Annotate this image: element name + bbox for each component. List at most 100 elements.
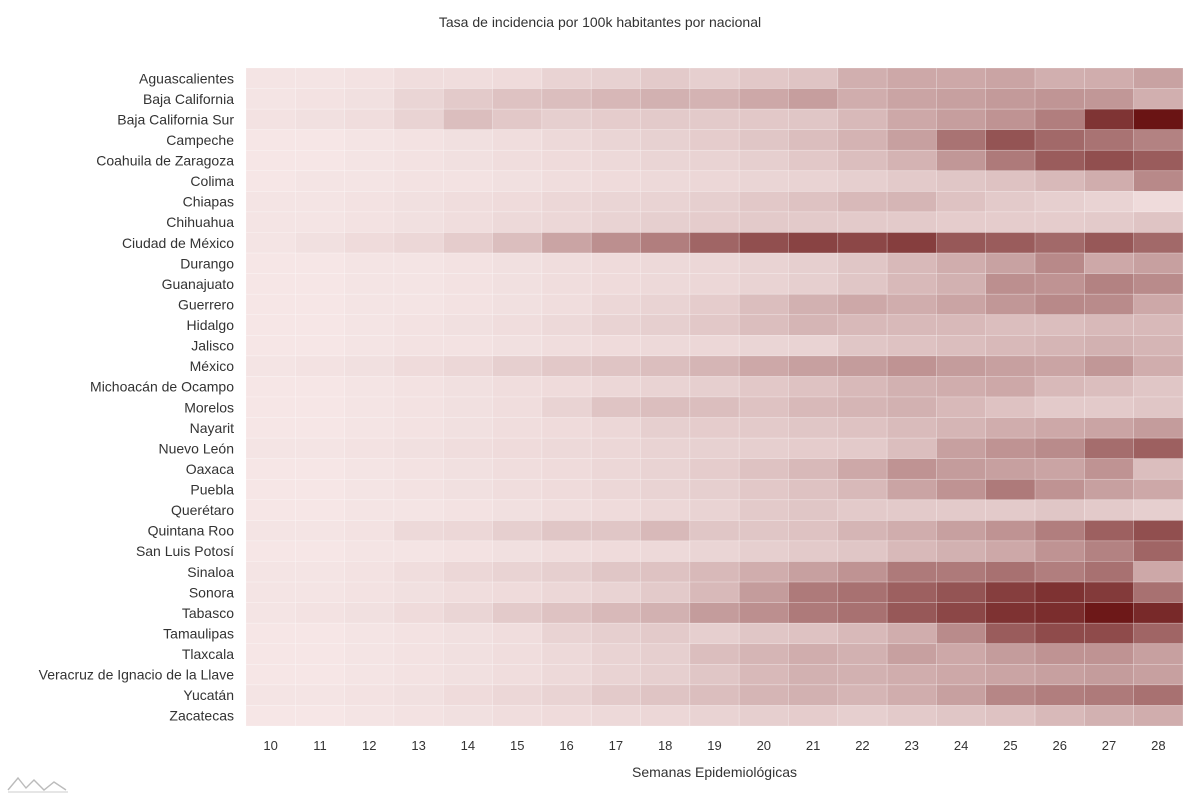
heatmap-cell <box>1133 191 1184 213</box>
heatmap-cell <box>295 437 345 459</box>
heatmap-cell <box>886 273 937 295</box>
heatmap-cell <box>492 293 543 316</box>
heatmap-cell <box>936 232 987 254</box>
heatmap-cell <box>689 520 740 542</box>
heatmap-cell <box>936 664 987 686</box>
heatmap-cell <box>788 149 839 172</box>
heatmap-cell <box>1133 705 1184 727</box>
heatmap-cell <box>738 88 789 110</box>
heatmap-cell <box>541 211 592 233</box>
heatmap-cell <box>985 417 1036 439</box>
heatmap-cell <box>590 355 641 377</box>
heatmap-cell <box>344 581 395 603</box>
heatmap-cell <box>985 684 1036 706</box>
heatmap-cell <box>837 684 888 706</box>
x-tick-label: 27 <box>1102 738 1116 753</box>
heatmap-cell <box>1084 170 1134 192</box>
x-tick-label: 25 <box>1003 738 1017 753</box>
heatmap-cell <box>245 108 296 130</box>
heatmap-cell <box>295 643 345 665</box>
heatmap-cell <box>837 478 888 501</box>
heatmap-cell <box>689 622 740 645</box>
heatmap-cell <box>1034 108 1085 130</box>
chart-title: Tasa de incidencia por 100k habitantes p… <box>438 14 762 30</box>
heatmap-cell <box>985 622 1036 645</box>
heatmap-cell <box>590 88 641 110</box>
row-label: Baja California <box>143 91 234 107</box>
heatmap-cell <box>393 417 444 439</box>
heatmap-cell <box>1084 417 1134 439</box>
heatmap-cell <box>442 376 493 398</box>
heatmap-cell <box>590 170 641 192</box>
heatmap-cell <box>245 458 296 480</box>
heatmap-cell <box>442 664 493 686</box>
heatmap-cell <box>295 602 345 624</box>
heatmap-cell <box>689 540 740 562</box>
heatmap-cell <box>245 664 296 686</box>
heatmap-cell <box>393 149 444 172</box>
heatmap-cell <box>985 232 1036 254</box>
heatmap-cell <box>393 376 444 398</box>
heatmap-cell <box>492 561 543 583</box>
heatmap-cell <box>985 67 1036 89</box>
heatmap-cell <box>492 211 543 233</box>
heatmap-cell <box>590 396 641 418</box>
heatmap-cell <box>442 396 493 418</box>
heatmap-cell <box>886 602 937 624</box>
row-label: Coahuila de Zaragoza <box>96 153 234 169</box>
heatmap-cell <box>393 664 444 686</box>
heatmap-cell <box>689 499 740 521</box>
heatmap-cell <box>837 396 888 418</box>
heatmap-cell <box>985 376 1036 398</box>
heatmap-cell <box>442 170 493 192</box>
heatmap-cell <box>1034 602 1085 624</box>
heatmap-cell <box>1133 149 1184 172</box>
heatmap-cell <box>640 417 691 439</box>
heatmap-cell <box>837 705 888 727</box>
heatmap-cell <box>738 437 789 459</box>
heatmap-cell <box>1084 458 1134 480</box>
heatmap-cell <box>837 232 888 254</box>
heatmap-cell <box>886 396 937 418</box>
heatmap-cell <box>1133 540 1184 562</box>
heatmap-cell <box>738 211 789 233</box>
row-label: Tamaulipas <box>163 625 234 641</box>
heatmap-cell <box>492 622 543 645</box>
heatmap-cell <box>788 664 839 686</box>
heatmap-cell <box>492 149 543 172</box>
heatmap-cell <box>738 643 789 665</box>
heatmap-cell <box>837 540 888 562</box>
heatmap-cell <box>295 170 345 192</box>
heatmap-cell <box>1133 355 1184 377</box>
heatmap-cell <box>985 499 1036 521</box>
heatmap-cell <box>442 232 493 254</box>
heatmap-cell <box>936 129 987 151</box>
heatmap-cell <box>344 376 395 398</box>
heatmap-cell <box>936 149 987 172</box>
heatmap-cell <box>1133 67 1184 89</box>
heatmap-cell <box>442 191 493 213</box>
heatmap-cell <box>442 684 493 706</box>
heatmap-cell <box>1084 88 1134 110</box>
heatmap-cell <box>837 273 888 295</box>
heatmap-cell <box>738 417 789 439</box>
heatmap-cell <box>689 88 740 110</box>
heatmap-cell <box>886 170 937 192</box>
heatmap-cell <box>295 499 345 521</box>
heatmap-cell <box>541 252 592 274</box>
heatmap-cell <box>1034 273 1085 295</box>
heatmap-cell <box>886 149 937 172</box>
heatmap-cell <box>985 396 1036 418</box>
heatmap-cell <box>985 191 1036 213</box>
heatmap-cell <box>492 170 543 192</box>
heatmap-cell <box>393 170 444 192</box>
heatmap-cell <box>1084 149 1134 172</box>
heatmap-cell <box>985 520 1036 542</box>
heatmap-cell <box>837 314 888 336</box>
x-axis-label: Semanas Epidemiológicas <box>632 764 797 780</box>
heatmap-cell <box>985 664 1036 686</box>
heatmap-cell <box>640 149 691 172</box>
heatmap-cell <box>640 170 691 192</box>
heatmap-cell <box>245 622 296 645</box>
heatmap-cell <box>295 622 345 645</box>
